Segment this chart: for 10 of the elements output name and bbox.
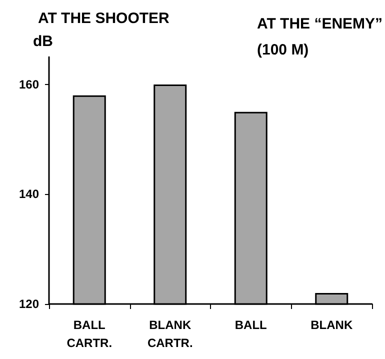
x-tick-label: BLANK xyxy=(310,318,353,332)
y-axis-title: dB xyxy=(33,33,54,50)
y-tick-label: 160 xyxy=(18,77,40,92)
chart-title: AT THE SHOOTER xyxy=(38,10,170,27)
y-tick-label: 140 xyxy=(18,187,40,202)
x-tick-label: BALL CARTR. xyxy=(66,318,112,350)
x-tick-label: BLANK CARTR. xyxy=(147,318,193,350)
x-tick-label: BALL xyxy=(234,318,267,332)
chart-subtitle: AT THE “ENEMY” (100 M) xyxy=(257,16,383,58)
y-tick-label: 120 xyxy=(18,297,40,311)
